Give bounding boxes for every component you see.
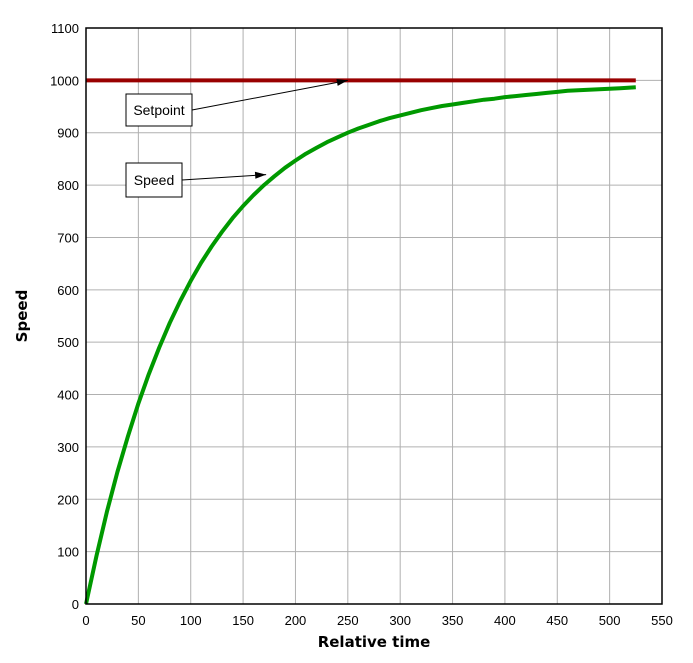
y-tick-label: 200 — [57, 492, 79, 507]
y-tick-label: 300 — [57, 440, 79, 455]
annotation-setpoint: Setpoint — [125, 79, 348, 127]
x-tick-label: 300 — [389, 613, 411, 628]
tick-labels: 0 50 100 150 200 250 300 350 400 450 500 550 0 100 200… — [50, 21, 673, 628]
annotation-speed: Speed — [125, 162, 267, 198]
y-tick-label: 900 — [57, 126, 79, 141]
y-tick-label: 500 — [57, 335, 79, 350]
series-line-speed — [84, 85, 636, 605]
x-tick-label: 450 — [546, 613, 568, 628]
x-tick-label: 0 — [82, 613, 89, 628]
x-tick-label: 50 — [131, 613, 145, 628]
annotation-label: Speed — [134, 172, 174, 188]
arrowhead-icon — [254, 171, 267, 179]
y-tick-label: 1100 — [51, 21, 79, 36]
annotations: Setpoint Speed — [125, 79, 348, 198]
annotation-leader-line — [191, 79, 348, 111]
x-tick-label: 100 — [180, 613, 202, 628]
y-tick-label: 800 — [57, 178, 79, 193]
series-lines — [84, 78, 636, 605]
y-tick-label: 0 — [72, 597, 79, 612]
x-tick-label: 200 — [285, 613, 307, 628]
y-tick-label: 100 — [57, 545, 79, 560]
y-axis-label: Speed — [13, 290, 31, 343]
x-tick-label: 250 — [337, 613, 359, 628]
y-tick-label: 1000 — [50, 73, 79, 88]
y-tick-label: 600 — [57, 283, 79, 298]
annotation-label: Setpoint — [133, 102, 184, 118]
x-tick-label: 150 — [232, 613, 254, 628]
x-tick-label: 500 — [599, 613, 621, 628]
x-axis-label: Relative time — [318, 633, 431, 651]
plot-frame — [85, 27, 663, 605]
x-tick-label: 550 — [651, 613, 673, 628]
y-tick-label: 700 — [57, 230, 79, 245]
y-tick-label: 400 — [57, 388, 79, 403]
annotation-box — [125, 162, 183, 198]
x-tick-label: 400 — [494, 613, 516, 628]
annotation-leader-line — [181, 174, 267, 181]
arrowhead-icon — [336, 79, 348, 86]
x-tick-label: 350 — [442, 613, 464, 628]
